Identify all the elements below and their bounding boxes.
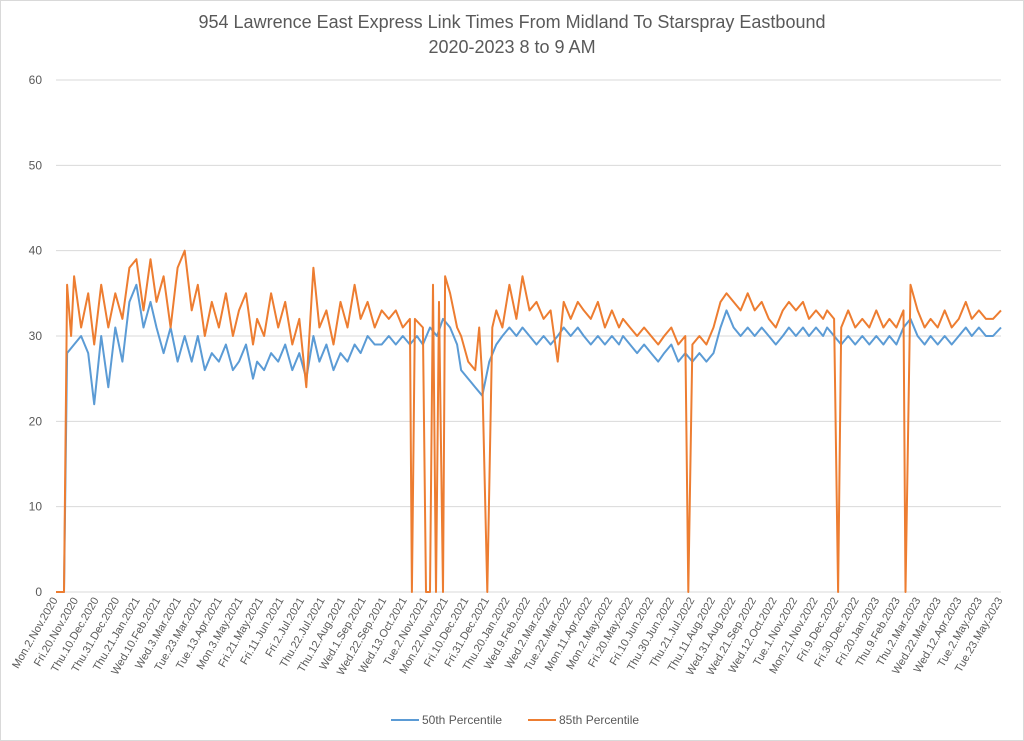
chart-title-line1: 954 Lawrence East Express Link Times Fro… (198, 12, 826, 32)
y-tick-label: 40 (29, 244, 43, 258)
y-tick-label: 10 (29, 500, 43, 514)
y-tick-label: 0 (35, 585, 42, 599)
y-axis-ticks: 0 10 20 30 40 50 60 (29, 73, 43, 599)
x-axis-ticks: Mon.2.Nov.2020Fri.20.Nov.2020Thu.10.Dec.… (10, 596, 1005, 678)
series-line (56, 249, 1002, 593)
series-lines (56, 249, 1002, 593)
chart-title: 954 Lawrence East Express Link Times Fro… (0, 10, 1024, 60)
legend-label: 50th Percentile (422, 713, 502, 727)
series-line (56, 283, 1002, 593)
y-tick-label: 20 (29, 414, 43, 428)
legend-label: 85th Percentile (559, 713, 639, 727)
chart-title-line2: 2020-2023 8 to 9 AM (428, 37, 596, 57)
y-tick-label: 50 (29, 158, 43, 172)
y-tick-label: 30 (29, 329, 43, 343)
y-tick-label: 60 (29, 73, 43, 87)
legend: 50th Percentile 85th Percentile (391, 713, 639, 727)
